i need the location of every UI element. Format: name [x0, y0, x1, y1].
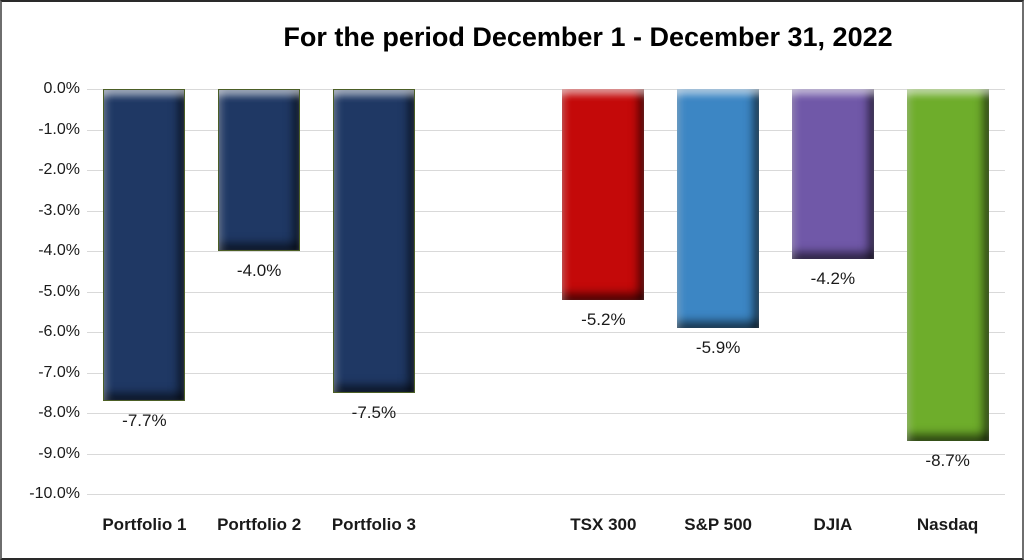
gridline — [87, 251, 1005, 252]
chart-title: For the period December 1 - December 31,… — [283, 22, 893, 52]
y-axis-tick-label: -8.0% — [38, 404, 80, 421]
y-axis-tick-label: -5.0% — [38, 282, 80, 300]
gridline — [87, 453, 1005, 455]
category-label-portfolio-2: Portfolio 2 — [217, 515, 302, 534]
y-axis-tick-label: -6.0% — [38, 323, 80, 340]
value-label-nasdaq: -8.7% — [925, 451, 970, 471]
value-label-portfolio-3: -7.5% — [351, 402, 397, 422]
value-label-s-p-500: -5.9% — [695, 337, 741, 357]
gridline — [87, 413, 1005, 414]
category-label-s-p-500: S&P 500 — [684, 515, 752, 534]
value-label-djia: -4.2% — [810, 269, 856, 289]
bar-portfolio-1 — [103, 89, 186, 401]
y-axis-tick-label: -2.0% — [38, 161, 80, 178]
bar-djia — [791, 89, 874, 260]
gridline — [87, 494, 1005, 495]
gridline — [87, 129, 1005, 131]
value-label-portfolio-2: -4.0% — [236, 261, 282, 280]
category-label-djia: DJIA — [813, 515, 853, 534]
y-axis-tick-label: -9.0% — [38, 444, 80, 462]
y-axis-tick-label: -1.0% — [38, 120, 80, 138]
y-axis-tick-label: -7.0% — [38, 363, 80, 381]
category-label-portfolio-1: Portfolio 1 — [102, 515, 187, 534]
gridline — [87, 170, 1005, 171]
y-axis-tick-label: -3.0% — [38, 201, 80, 219]
plot-area: -7.7% -4.0% -7.5% -5.2% -5.9% -4.2% -8.7% — [87, 89, 1005, 495]
value-label-tsx-300: -5.2% — [581, 309, 626, 329]
gridline — [87, 372, 1005, 374]
gridline — [87, 89, 1005, 90]
category-label-portfolio-3: Portfolio 3 — [331, 515, 416, 534]
y-axis-tick-label: 0.0% — [43, 80, 80, 97]
bar-portfolio-2 — [218, 89, 301, 251]
y-axis-tick-label: -4.0% — [38, 242, 80, 259]
gridline — [87, 210, 1005, 212]
category-label-tsx-300: TSX 300 — [570, 515, 637, 534]
bar-portfolio-3 — [332, 89, 415, 393]
bar-nasdaq — [906, 89, 989, 442]
bar-s-p-500 — [677, 89, 760, 328]
y-axis-tick-label: -10.0% — [29, 485, 80, 502]
value-label-portfolio-1: -7.7% — [122, 410, 167, 430]
category-label-nasdaq: Nasdaq — [916, 515, 979, 534]
gridline — [87, 332, 1005, 333]
gridline — [87, 291, 1005, 293]
bar-tsx-300 — [562, 89, 645, 300]
